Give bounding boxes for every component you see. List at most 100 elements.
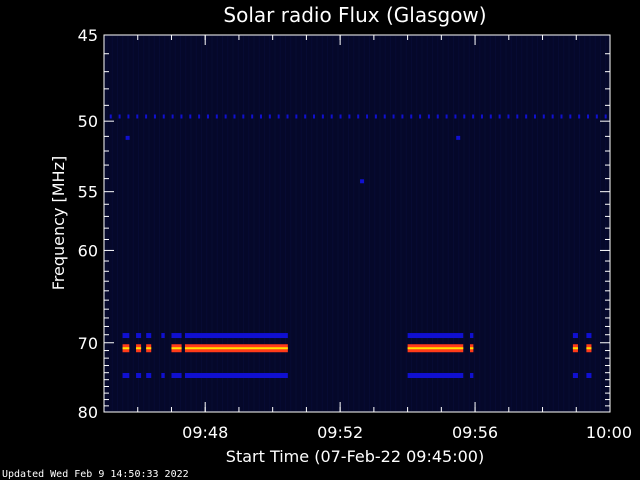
band-core-70.7mhz (470, 347, 474, 350)
x-tick-label: 10:00 (586, 423, 632, 442)
band-segment-69.1mhz (171, 333, 182, 339)
band-segment-74.4mhz (407, 373, 464, 379)
band-dot-49.7mhz (198, 114, 201, 119)
band-dot-49.7mhz (268, 114, 271, 119)
band-dot-49.7mhz (542, 114, 545, 119)
band-segment-74.4mhz (171, 373, 182, 379)
band-dot-49.7mhz (551, 114, 554, 119)
plot-content (106, 36, 607, 411)
band-dot-49.7mhz (224, 114, 227, 119)
band-segment-74.4mhz (572, 373, 578, 379)
band-dot-49.7mhz (578, 114, 581, 119)
band-segment-74.4mhz (184, 373, 288, 379)
band-segment-69.1mhz (184, 333, 288, 339)
band-dot-49.7mhz (489, 114, 492, 119)
x-axis-label: Start Time (07-Feb-22 09:45:00) (226, 447, 484, 466)
band-segment-69.1mhz (586, 333, 592, 339)
band-core-70.7mhz (586, 347, 592, 350)
band-dot-49.7mhz (560, 114, 563, 119)
band-segment-74.4mhz (161, 373, 165, 379)
band-core-70.7mhz (572, 347, 578, 350)
band-segment-69.1mhz (122, 333, 130, 339)
band-dot-49.7mhz (259, 114, 262, 119)
emission-spot (360, 179, 365, 184)
band-dot-49.7mhz (587, 114, 590, 119)
band-dot-49.7mhz (463, 114, 466, 119)
band-dot-49.7mhz (313, 114, 316, 119)
y-tick-label: 70 (78, 334, 98, 353)
band-dot-49.7mhz (180, 114, 183, 119)
band-dot-49.7mhz (427, 114, 430, 119)
band-segment-74.4mhz (586, 373, 592, 379)
band-segment-69.1mhz (407, 333, 464, 339)
band-core-70.7mhz (171, 347, 182, 350)
band-core-70.7mhz (146, 347, 152, 350)
band-core-70.7mhz (184, 347, 288, 350)
band-segment-69.1mhz (161, 333, 165, 339)
band-dot-49.7mhz (498, 114, 501, 119)
y-tick-label: 55 (78, 183, 98, 202)
band-dot-49.7mhz (206, 114, 209, 119)
band-dot-49.7mhz (410, 114, 413, 119)
band-segment-69.1mhz (572, 333, 578, 339)
band-dot-49.7mhz (604, 114, 607, 119)
band-dot-49.7mhz (383, 114, 386, 119)
emission-spot (456, 135, 461, 140)
band-dot-49.7mhz (215, 114, 218, 119)
band-dot-49.7mhz (516, 114, 519, 119)
band-dot-49.7mhz (109, 114, 112, 119)
band-dot-49.7mhz (533, 114, 536, 119)
emission-spot (125, 135, 130, 140)
band-dot-49.7mhz (480, 114, 483, 119)
band-dot-49.7mhz (595, 114, 598, 119)
band-dot-49.7mhz (136, 114, 139, 119)
band-dot-49.7mhz (339, 114, 342, 119)
band-segment-69.1mhz (146, 333, 152, 339)
band-dot-49.7mhz (330, 114, 333, 119)
band-dot-49.7mhz (127, 114, 130, 119)
band-segment-69.1mhz (470, 333, 474, 339)
band-dot-49.7mhz (304, 114, 307, 119)
band-dot-49.7mhz (286, 114, 289, 119)
band-dot-49.7mhz (436, 114, 439, 119)
chart-title: Solar radio Flux (Glasgow) (223, 3, 486, 27)
axes: 09:48 09:52 09:56 10:00 45 50 55 60 70 80 (78, 26, 632, 442)
band-dot-49.7mhz (445, 114, 448, 119)
y-tick-label: 50 (78, 112, 98, 131)
band-dot-49.7mhz (507, 114, 510, 119)
band-core-70.7mhz (407, 347, 464, 350)
band-dot-49.7mhz (401, 114, 404, 119)
x-tick-label: 09:48 (182, 423, 228, 442)
plot-frame (103, 34, 611, 413)
band-core-70.7mhz (122, 347, 130, 350)
band-dot-49.7mhz (454, 114, 457, 119)
band-dot-49.7mhz (472, 114, 475, 119)
band-dot-49.7mhz (295, 114, 298, 119)
band-dot-49.7mhz (321, 114, 324, 119)
band-dot-49.7mhz (153, 114, 156, 119)
band-dot-49.7mhz (162, 114, 165, 119)
y-tick-label: 80 (78, 403, 98, 422)
y-tick-label: 60 (78, 241, 98, 260)
band-dot-49.7mhz (171, 114, 174, 119)
band-dot-49.7mhz (392, 114, 395, 119)
band-dot-49.7mhz (118, 114, 121, 119)
band-dot-49.7mhz (366, 114, 369, 119)
band-dot-49.7mhz (569, 114, 572, 119)
band-dot-49.7mhz (525, 114, 528, 119)
band-dot-49.7mhz (277, 114, 280, 119)
band-dot-49.7mhz (189, 114, 192, 119)
x-tick-label: 09:52 (317, 423, 363, 442)
band-dot-49.7mhz (251, 114, 254, 119)
band-dot-49.7mhz (357, 114, 360, 119)
band-segment-74.4mhz (470, 373, 474, 379)
y-tick-label: 45 (78, 26, 98, 45)
band-dot-49.7mhz (145, 114, 148, 119)
band-core-70.7mhz (136, 347, 142, 350)
y-axis-label: Frequency [MHz] (49, 156, 68, 290)
band-dot-49.7mhz (374, 114, 377, 119)
x-tick-label: 09:56 (452, 423, 498, 442)
band-dot-49.7mhz (233, 114, 236, 119)
band-dot-49.7mhz (419, 114, 422, 119)
